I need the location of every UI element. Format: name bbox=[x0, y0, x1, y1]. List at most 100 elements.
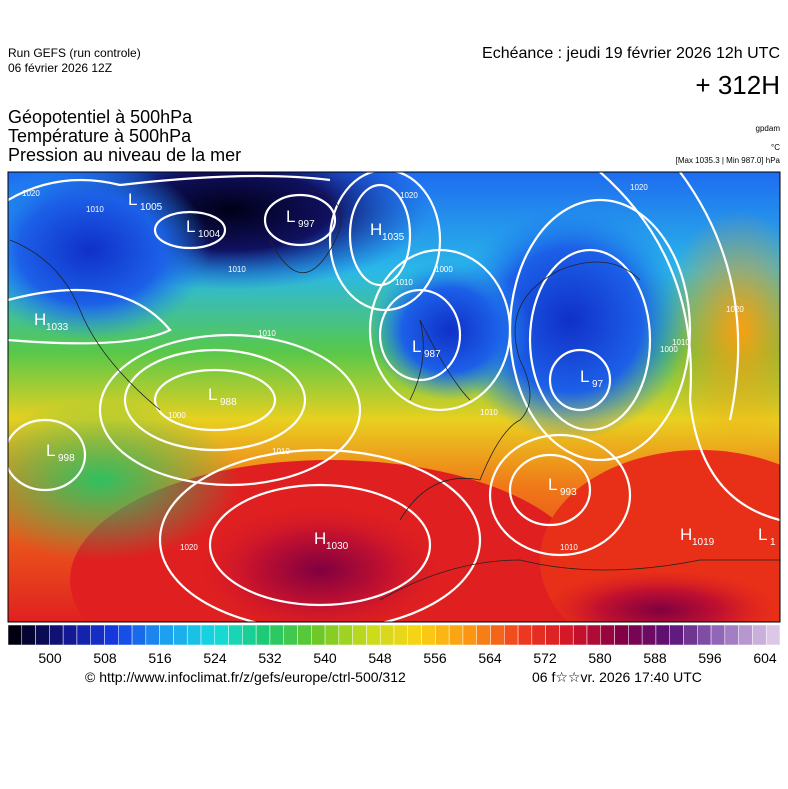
colorbar-swatch bbox=[476, 624, 491, 646]
colorbar-swatch bbox=[559, 624, 574, 646]
colorbar-swatch bbox=[738, 624, 753, 646]
isobars bbox=[8, 172, 780, 622]
colorbar-swatch bbox=[145, 624, 160, 646]
colorbar-swatch bbox=[393, 624, 409, 646]
colorbar-swatch bbox=[269, 624, 284, 646]
pressure-center-value: 998 bbox=[58, 453, 75, 464]
colorbar-tick-label: 540 bbox=[313, 650, 337, 666]
isobar-label: 1010 bbox=[395, 278, 413, 287]
pressure-center-kind: L bbox=[580, 367, 589, 386]
isobar-label: 1010 bbox=[560, 543, 578, 552]
isobar-label: 1020 bbox=[630, 183, 648, 192]
pressure-center-kind: H bbox=[370, 220, 382, 239]
colorbar-swatch bbox=[655, 624, 670, 646]
isobar-label: 1010 bbox=[272, 447, 290, 456]
colorbar-tick-label: 556 bbox=[423, 650, 447, 666]
colorbar-tick-label: 524 bbox=[203, 650, 227, 666]
pressure-center-kind: L bbox=[548, 475, 557, 494]
pressure-center-kind: L bbox=[758, 525, 767, 544]
pressure-center-value: 987 bbox=[424, 349, 441, 360]
pressure-center-value: 1033 bbox=[46, 322, 69, 333]
pressure-center-value: 97 bbox=[592, 379, 604, 390]
colorbar-swatch bbox=[255, 624, 271, 646]
colorbar-swatch bbox=[710, 624, 726, 646]
colorbar-swatch bbox=[697, 624, 712, 646]
pressure-center-value: 993 bbox=[560, 487, 577, 498]
isobar-label: 1020 bbox=[726, 305, 744, 314]
isobar-label: 1000 bbox=[660, 345, 678, 354]
colorbar-swatch bbox=[600, 624, 615, 646]
isobar-label: 1010 bbox=[672, 338, 690, 347]
colorbar-swatch bbox=[379, 624, 395, 646]
isobar-label: 1020 bbox=[22, 189, 40, 198]
isobar-label: 1010 bbox=[86, 205, 104, 214]
title: Géopotentiel à 500hPa bbox=[8, 107, 193, 127]
colorbar-tick-label: 508 bbox=[93, 650, 117, 666]
pressure-center-value: 1005 bbox=[140, 202, 163, 213]
colorbar-swatch bbox=[35, 624, 50, 646]
pressure-center-kind: L bbox=[46, 441, 55, 460]
run-label: Run GEFS (run controle) bbox=[8, 46, 141, 60]
colorbar-tick-label: 548 bbox=[368, 650, 392, 666]
colorbar-swatch bbox=[435, 624, 450, 646]
colorbar-swatch bbox=[407, 624, 422, 646]
colorbar-swatch bbox=[628, 624, 643, 646]
colorbar-swatch bbox=[104, 624, 119, 646]
pressure-center-kind: H bbox=[34, 310, 46, 329]
unit: °C bbox=[771, 143, 780, 152]
isobar-label: 1000 bbox=[435, 265, 453, 274]
unit: [Max 1035.3 | Min 987.0] hPa bbox=[675, 156, 780, 165]
colorbar-swatch bbox=[572, 624, 588, 646]
valid-time: Echéance : jeudi 19 février 2026 12h UTC bbox=[482, 45, 780, 62]
colorbar-swatch bbox=[62, 624, 78, 646]
colorbar-tick-label: 564 bbox=[478, 650, 502, 666]
colorbar-swatch bbox=[214, 624, 229, 646]
colorbar-swatch bbox=[118, 624, 133, 646]
colorbar-swatch bbox=[586, 624, 602, 646]
colorbar-tick-label: 604 bbox=[753, 650, 777, 666]
lead-time: + 312H bbox=[695, 70, 780, 100]
colorbar-swatch bbox=[131, 624, 147, 646]
isobar-label: 1010 bbox=[480, 408, 498, 417]
pressure-center-value: 1035 bbox=[382, 232, 405, 243]
field bbox=[8, 172, 780, 622]
title: Pression au niveau de la mer bbox=[8, 145, 242, 165]
pressure-center-kind: H bbox=[680, 525, 692, 544]
pressure-center-value: 1004 bbox=[198, 229, 221, 240]
colorbar-swatch bbox=[324, 624, 340, 646]
colorbar-swatch bbox=[21, 624, 36, 646]
isobar-label: 1020 bbox=[180, 543, 198, 552]
colorbar-swatch bbox=[311, 624, 326, 646]
colorbar-swatch bbox=[186, 624, 202, 646]
colorbar-swatch bbox=[490, 624, 505, 646]
title: Température à 500hPa bbox=[8, 126, 192, 146]
isobar-label: 1010 bbox=[258, 329, 276, 338]
source-url: © http://www.infoclimat.fr/z/gefs/europe… bbox=[85, 669, 406, 685]
pressure-center-kind: L bbox=[286, 207, 295, 226]
colorbar-swatch bbox=[7, 624, 23, 646]
pressure-center-value: 1030 bbox=[326, 541, 349, 552]
colorbar-swatch bbox=[228, 624, 243, 646]
generated-time: 06 f☆☆vr. 2026 17:40 UTC bbox=[532, 669, 702, 685]
pressure-center-value: 1019 bbox=[692, 537, 715, 548]
colorbar-swatch bbox=[297, 624, 312, 646]
colorbar-tick-label: 572 bbox=[533, 650, 557, 666]
colorbar-swatch bbox=[531, 624, 546, 646]
colorbar-swatch bbox=[752, 624, 767, 646]
pressure-center-value: 997 bbox=[298, 219, 315, 230]
pressure-center-kind: L bbox=[128, 190, 137, 209]
run-date: 06 février 2026 12Z bbox=[8, 61, 113, 75]
colorbar-swatch bbox=[242, 624, 257, 646]
colorbar-swatch bbox=[159, 624, 174, 646]
colorbar-tick-label: 500 bbox=[38, 650, 62, 666]
pressure-center-kind: L bbox=[412, 337, 421, 356]
colorbar-swatch bbox=[765, 624, 781, 646]
colorbar-swatch bbox=[448, 624, 464, 646]
colorbar-swatch bbox=[366, 624, 381, 646]
pressure-center-kind: L bbox=[186, 217, 195, 236]
colorbar-swatch bbox=[338, 624, 353, 646]
colorbar-swatch bbox=[614, 624, 629, 646]
colorbar-swatch bbox=[504, 624, 519, 646]
colorbar-tick-label: 596 bbox=[698, 650, 722, 666]
